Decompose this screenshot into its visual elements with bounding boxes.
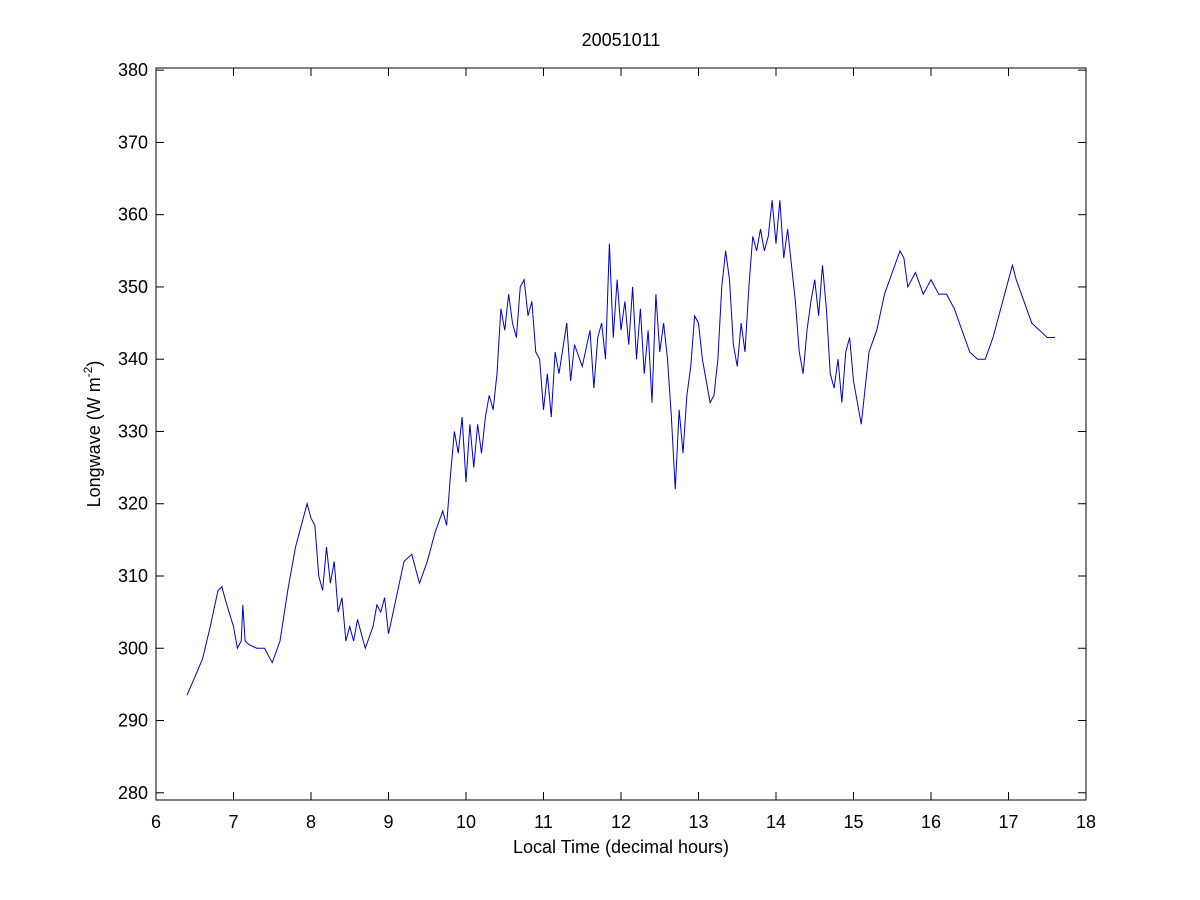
x-tick-label: 7 — [228, 812, 238, 832]
y-tick-label: 380 — [118, 60, 148, 80]
y-tick-label: 310 — [118, 566, 148, 586]
y-tick-label: 320 — [118, 494, 148, 514]
y-tick-label: 280 — [118, 783, 148, 803]
data-line — [186, 200, 1055, 696]
y-label-exponent: -2 — [81, 366, 95, 377]
y-tick-label: 340 — [118, 349, 148, 369]
axes-box — [155, 67, 1087, 801]
x-tick-label: 17 — [998, 812, 1018, 832]
x-tick-label: 10 — [456, 812, 476, 832]
y-tick-label: 360 — [118, 205, 148, 225]
x-tick-label: 11 — [534, 812, 553, 832]
x-tick-label: 18 — [1076, 812, 1096, 832]
y-axis-label: Longwave (W m-2) — [81, 361, 104, 508]
x-tick-label: 16 — [921, 812, 941, 832]
x-tick-label: 12 — [611, 812, 631, 832]
x-tick-label: 6 — [151, 812, 161, 832]
y-tick-label: 370 — [118, 132, 148, 152]
y-tick-label: 350 — [118, 277, 148, 297]
y-tick-label: 330 — [118, 421, 148, 441]
y-tick-label: 300 — [118, 638, 148, 658]
x-tick-label: 9 — [383, 812, 393, 832]
y-label-end: ) — [84, 361, 104, 367]
x-tick-label: 13 — [688, 812, 708, 832]
x-axis-label: Local Time (decimal hours) — [513, 837, 729, 857]
x-tick-label: 15 — [843, 812, 863, 832]
x-tick-label: 8 — [306, 812, 316, 832]
chart-title: 20051011 — [582, 30, 661, 50]
y-label-text: Longwave (W m — [84, 377, 104, 507]
x-tick-label: 14 — [766, 812, 786, 832]
y-tick-label: 290 — [118, 711, 148, 731]
